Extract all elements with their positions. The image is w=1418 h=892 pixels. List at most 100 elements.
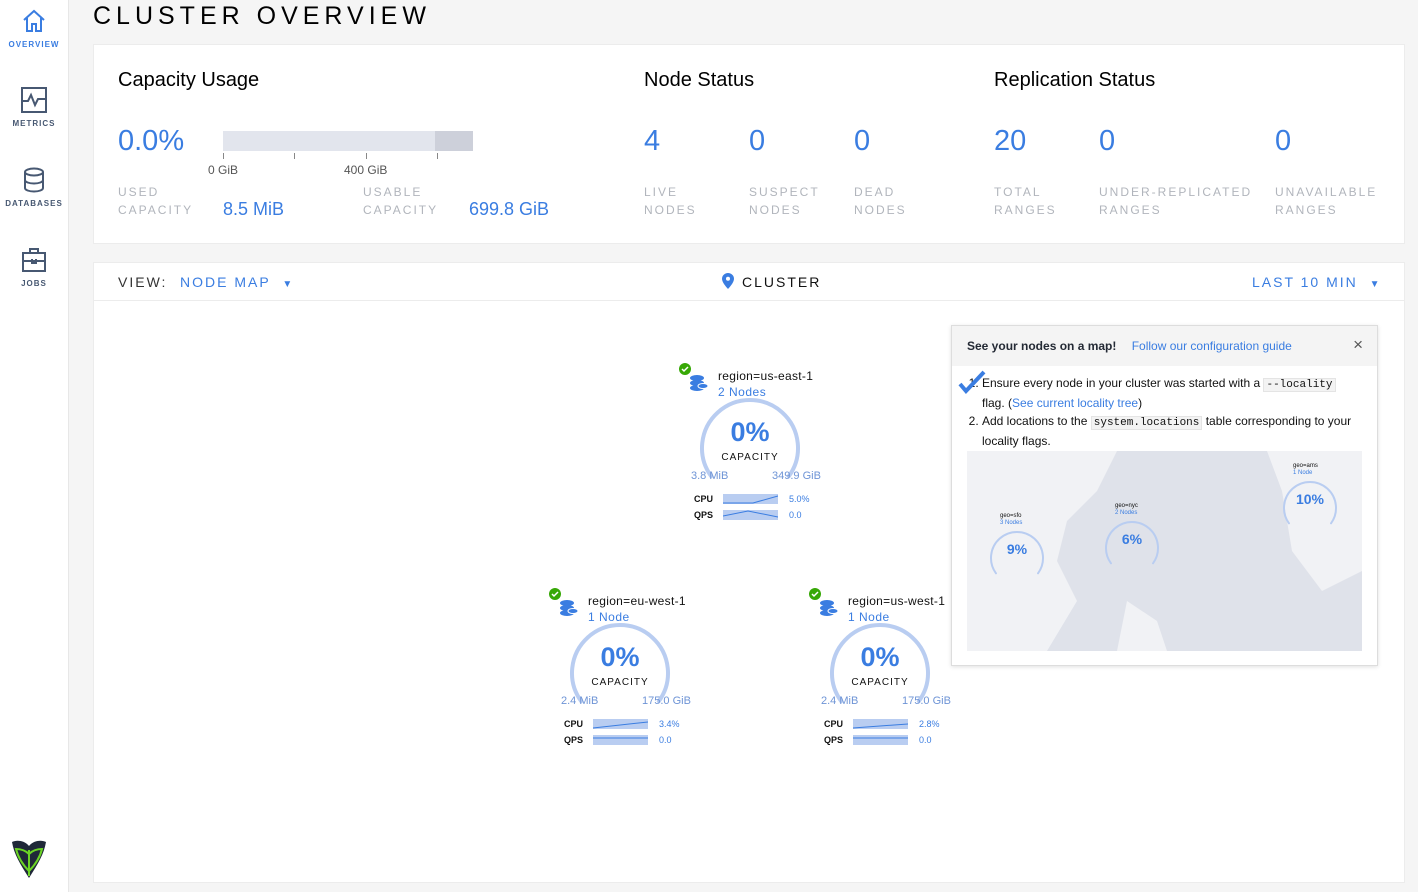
total-capacity: 349.9 GiB [772,470,821,482]
close-icon[interactable]: × [1353,335,1363,354]
node-status-heading: Node Status [644,69,755,91]
sidebar-item-jobs[interactable]: JOBS [0,247,68,288]
locality-name: region=eu-west-1 [588,594,686,608]
time-range-dropdown[interactable]: LAST 10 MIN ▼ [1252,274,1382,290]
sidebar: OVERVIEW METRICS DATABASES JOBS [0,0,69,892]
map-config-tooltip: See your nodes on a map! Follow our conf… [951,325,1378,666]
cpu-value: 5.0% [789,494,810,504]
node-count: 1 Node [588,610,630,624]
sidebar-item-label: DATABASES [5,199,63,208]
capacity-gauge [570,623,670,704]
usable-capacity-label: USABLE CAPACITY [363,185,439,217]
suspect-nodes-label: SUSPECT NODES [749,185,820,217]
caret-down-icon: ▼ [282,279,295,290]
capacity-percent: 0% [600,642,640,672]
cpu-value: 2.8% [919,719,940,729]
database-stack-icon [690,375,709,391]
database-stack-icon [820,600,839,616]
cpu-label: CPU [564,719,584,729]
live-nodes-value: 4 [644,125,661,157]
sidebar-item-metrics[interactable]: METRICS [0,87,68,128]
view-label: VIEW: [118,274,168,290]
capacity-bar [223,131,473,151]
locality-node-card[interactable]: region=us-east-1 2 Nodes 0% CAPACITY 3.8… [679,363,859,563]
capacity-label: CAPACITY [591,677,649,688]
sidebar-item-label: METRICS [12,119,56,128]
suspect-nodes-value: 0 [749,125,766,157]
capacity-percent: 0% [860,642,900,672]
database-icon [24,167,44,193]
cpu-label: CPU [694,494,714,504]
capacity-percent: 0% [730,417,770,447]
tick-label: 0 GiB [208,163,239,177]
tick-label: 400 GiB [344,163,388,177]
qps-value: 0.0 [919,735,932,745]
home-icon [23,9,45,32]
capacity-label: CAPACITY [851,677,909,688]
unavailable-label: UNAVAILABLE RANGES [1275,185,1378,217]
cluster-summary: Capacity Usage 0.0% 0 GiB 400 GiB USED CA… [93,44,1405,244]
checkmark-icon [958,370,986,394]
sidebar-item-databases[interactable]: DATABASES [0,167,68,208]
qps-sparkline [853,735,908,745]
capacity-gauge [830,623,930,704]
cpu-sparkline [593,719,648,729]
mini-node-card: geo=ams 1 Node 10% [1275,463,1355,553]
replication-heading: Replication Status [994,69,1156,91]
healthy-check-icon [809,588,821,600]
locality-tree-link[interactable]: See current locality tree [1012,396,1139,410]
tooltip-title: See your nodes on a map! [967,339,1117,353]
capacity-label: CAPACITY [721,452,779,463]
qps-label: QPS [824,735,844,745]
cpu-sparkline [853,719,908,729]
view-dropdown[interactable]: NODE MAP ▼ [180,274,295,290]
node-count: 1 Node [848,610,890,624]
step-2: Add locations to the system.locations ta… [982,412,1357,450]
total-ranges-value: 20 [994,125,1027,157]
total-capacity: 175.0 GiB [902,695,951,707]
database-stack-icon [560,600,579,616]
mini-node-card: geo=sfo 3 Nodes 9% [982,513,1062,603]
used-capacity-label: USED CAPACITY [118,185,194,217]
used-capacity: 3.8 MiB [691,470,729,482]
example-map-image: geo=sfo 3 Nodes 9% geo=nyc 2 Nodes 6% ge… [967,451,1362,651]
cpu-sparkline [723,494,778,504]
live-nodes-label: LIVE NODES [644,185,697,217]
qps-value: 0.0 [789,510,802,520]
caret-down-icon: ▼ [1369,279,1382,290]
total-capacity: 175.0 GiB [642,695,691,707]
used-capacity: 2.4 MiB [561,695,599,707]
node-count: 2 Nodes [718,385,767,399]
qps-value: 0.0 [659,735,672,745]
metrics-icon [21,87,47,113]
mini-node-card: geo=nyc 2 Nodes 6% [1097,503,1177,593]
used-capacity-value: 8.5 MiB [223,199,285,219]
step-1: Ensure every node in your cluster was st… [982,374,1357,412]
configuration-guide-link[interactable]: Follow our configuration guide [1131,339,1292,353]
locality-node-card[interactable]: region=us-west-1 1 Node 0% CAPACITY 2.4 … [809,588,989,788]
locality-name: region=us-west-1 [848,594,946,608]
capacity-percent: 0.0% [118,125,185,157]
unavailable-value: 0 [1275,125,1292,157]
qps-label: QPS [694,510,714,520]
locality-node-card[interactable]: region=eu-west-1 1 Node 0% CAPACITY 2.4 … [549,588,729,788]
cockroach-logo[interactable] [10,838,48,880]
map-pin-icon [722,273,734,289]
cpu-label: CPU [824,719,844,729]
under-replicated-value: 0 [1099,125,1116,157]
capacity-gauge [700,398,800,479]
total-ranges-label: TOTAL RANGES [994,185,1057,217]
sidebar-item-overview[interactable]: OVERVIEW [0,8,68,49]
capacity-heading: Capacity Usage [118,69,260,91]
healthy-check-icon [679,363,691,375]
qps-sparkline [593,735,648,745]
under-replicated-label: UNDER-REPLICATED RANGES [1099,185,1253,217]
sidebar-item-label: OVERVIEW [8,40,60,49]
used-capacity: 2.4 MiB [821,695,859,707]
locality-name: region=us-east-1 [718,369,814,383]
location-breadcrumb[interactable]: CLUSTER [722,273,821,290]
qps-label: QPS [564,735,584,745]
healthy-check-icon [549,588,561,600]
view-bar: VIEW: NODE MAP ▼ CLUSTER LAST 10 MIN ▼ [93,262,1405,301]
dead-nodes-value: 0 [854,125,871,157]
